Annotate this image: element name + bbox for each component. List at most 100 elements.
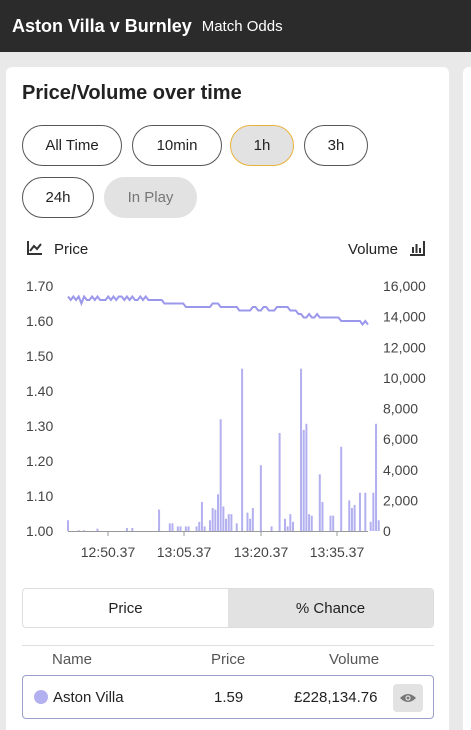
volume-bar xyxy=(358,492,361,531)
volume-bar xyxy=(302,429,305,531)
filter-in-play: In Play xyxy=(104,177,197,218)
y-right-tick-label: 10,000 xyxy=(383,370,426,386)
y-left-tick-label: 1.40 xyxy=(26,383,53,399)
price-series-line xyxy=(67,294,369,327)
volume-bar xyxy=(187,526,190,531)
panel-title: Price/Volume over time xyxy=(22,82,242,104)
volume-bar xyxy=(369,521,372,531)
volume-bar xyxy=(179,526,182,531)
bar-chart-icon xyxy=(408,239,426,261)
volume-bar xyxy=(208,520,211,531)
volume-bar xyxy=(321,501,324,531)
y-right-tick-label: 8,000 xyxy=(383,401,418,417)
view-toggle: Price % Chance xyxy=(22,588,434,628)
event-title: Aston Villa v Burnley xyxy=(12,15,192,36)
toggle-price[interactable]: Price xyxy=(108,599,143,617)
y-left-tick-label: 1.60 xyxy=(26,313,53,329)
volume-bar xyxy=(251,508,254,531)
filter-3h[interactable]: 3h xyxy=(304,125,368,166)
volume-bar xyxy=(329,515,332,531)
volume-bar xyxy=(235,523,238,531)
volume-legend-label: Volume xyxy=(347,241,398,258)
volume-bar xyxy=(310,515,313,531)
volume-bar xyxy=(222,506,225,531)
volume-bar xyxy=(372,492,375,531)
filter-24h[interactable]: 24h xyxy=(22,177,94,218)
volume-bar xyxy=(308,514,311,531)
volume-bar xyxy=(176,526,179,531)
filter-10min[interactable]: 10min xyxy=(132,125,222,166)
runner-table: Name Price Volume Aston Villa 1.59 £228,… xyxy=(22,645,434,719)
volume-bar xyxy=(353,504,356,531)
volume-bar xyxy=(375,423,378,531)
y-left-tick-label: 1.70 xyxy=(26,278,53,294)
volume-bar xyxy=(300,368,303,531)
chart-legend: Price Volume xyxy=(26,239,430,263)
filter-1h[interactable]: 1h xyxy=(230,125,294,166)
y-right-tick-label: 6,000 xyxy=(383,431,418,447)
filter-all-time[interactable]: All Time xyxy=(22,125,122,166)
volume-bar xyxy=(377,520,380,531)
header-price: Price xyxy=(211,651,246,668)
volume-bar xyxy=(200,501,203,531)
volume-bar xyxy=(217,494,219,531)
y-left-tick-label: 1.50 xyxy=(26,348,53,364)
volume-bar xyxy=(259,465,262,531)
volume-bar xyxy=(348,500,351,531)
volume-bar xyxy=(77,530,80,531)
y-left-tick-label: 1.10 xyxy=(26,488,53,504)
volume-bar xyxy=(195,526,198,531)
volume-bar xyxy=(131,527,134,531)
header-name: Name xyxy=(52,651,93,668)
volume-bar xyxy=(158,509,161,531)
runner-volume: £228,134.76 xyxy=(294,689,378,706)
table-header: Name Price Volume xyxy=(22,645,434,675)
x-tick-label: 13:35.37 xyxy=(310,544,365,560)
volume-bar xyxy=(125,527,128,531)
volume-bar xyxy=(219,419,222,531)
runner-color-dot xyxy=(34,690,48,704)
volume-bar xyxy=(198,521,201,531)
adjacent-panel-edge xyxy=(463,67,471,730)
x-tick-label: 13:05.37 xyxy=(157,544,212,560)
y-right-tick-label: 14,000 xyxy=(383,309,426,325)
volume-bar xyxy=(214,509,217,531)
volume-bar xyxy=(83,530,86,531)
y-right-tick-label: 12,000 xyxy=(383,339,426,355)
volume-bar xyxy=(350,508,353,531)
header-volume: Volume xyxy=(329,651,380,668)
toggle-visibility-button[interactable] xyxy=(393,684,423,712)
volume-bar xyxy=(292,521,294,531)
volume-bar xyxy=(340,446,343,531)
volume-bar xyxy=(230,514,233,531)
y-right-tick-label: 0 xyxy=(383,523,391,539)
volume-bar xyxy=(289,514,292,531)
volume-bar xyxy=(305,423,308,531)
price-legend-label: Price xyxy=(54,241,89,258)
volume-bar xyxy=(286,526,289,531)
volume-bar xyxy=(168,523,171,531)
volume-bar xyxy=(227,514,230,531)
volume-bar xyxy=(246,512,249,531)
price-volume-panel: Price/Volume over time All Time 10min 1h… xyxy=(6,67,449,730)
y-right-tick-label: 2,000 xyxy=(383,492,418,508)
volume-bar xyxy=(96,528,99,531)
top-bar: Aston Villa v Burnley Match Odds xyxy=(0,0,471,52)
volume-bar xyxy=(184,526,187,531)
price-volume-chart: 1.70 1.60 1.50 1.40 1.30 1.20 1.10 1.00 16,000 1… xyxy=(26,278,426,560)
y-left-tick-label: 1.20 xyxy=(26,453,53,469)
volume-bar xyxy=(364,492,367,531)
volume-bar xyxy=(332,515,335,531)
volume-bar xyxy=(318,474,321,531)
eye-icon xyxy=(400,694,416,702)
y-right-tick-label: 4,000 xyxy=(383,462,418,478)
runner-name: Aston Villa xyxy=(53,689,124,706)
volume-bar xyxy=(67,520,69,531)
y-left-tick-label: 1.00 xyxy=(26,523,53,539)
y-right-tick-label: 16,000 xyxy=(383,278,426,294)
volume-bar xyxy=(203,526,206,531)
volume-bar xyxy=(249,518,252,531)
x-tick-label: 13:20.37 xyxy=(234,544,289,560)
table-row[interactable]: Aston Villa 1.59 £228,134.76 xyxy=(22,675,434,719)
toggle-percent-chance[interactable]: % Chance xyxy=(228,589,433,627)
